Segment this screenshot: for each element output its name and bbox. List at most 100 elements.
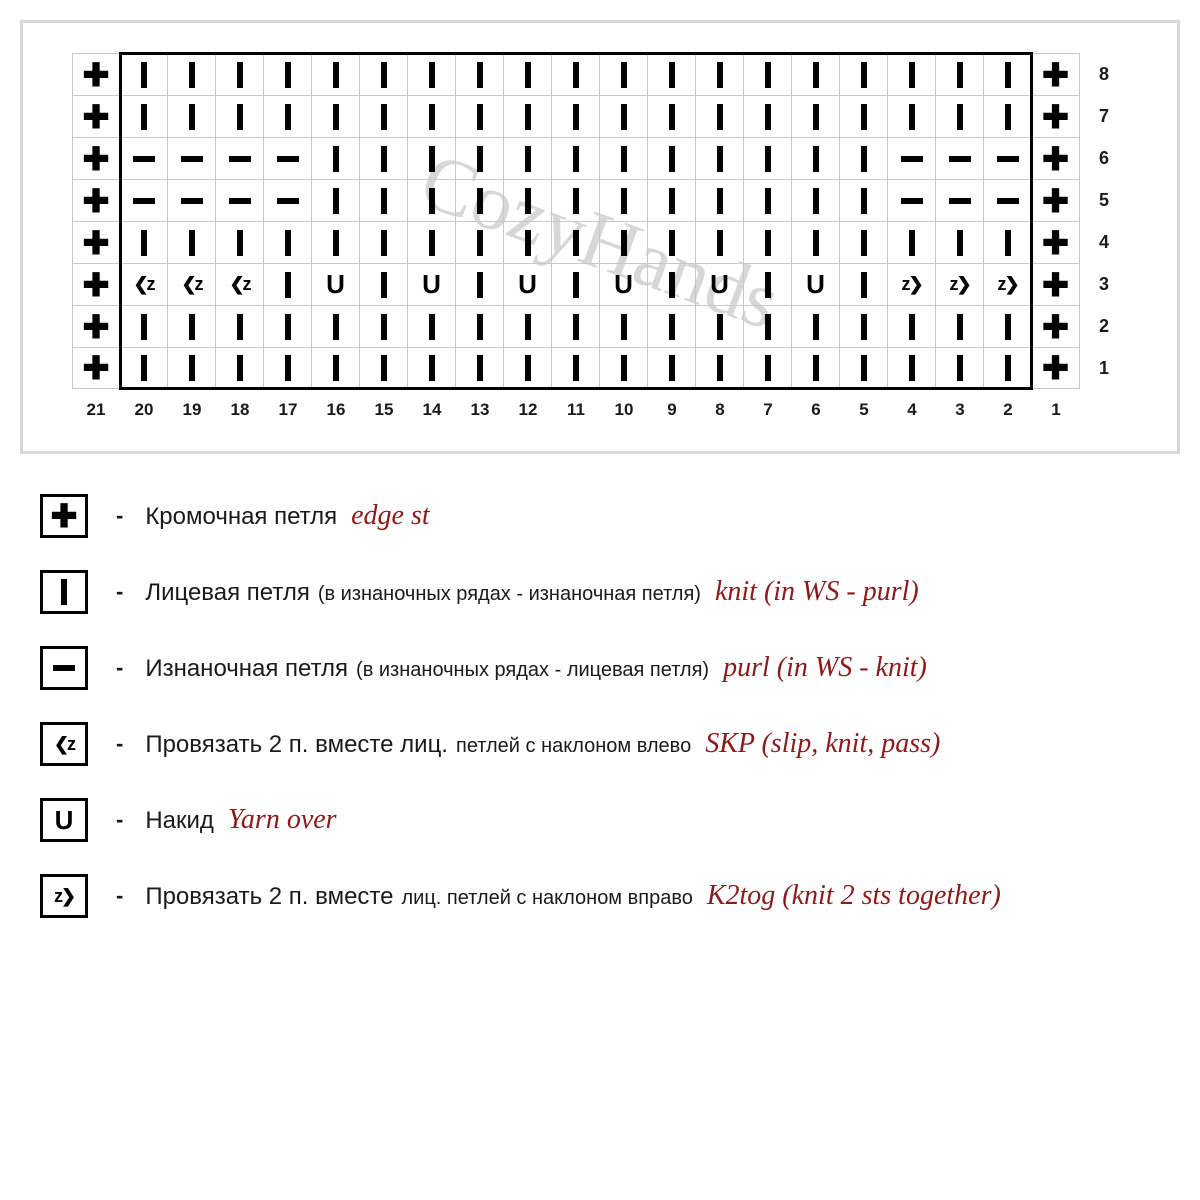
stitch-symbol: ᴢ❯ [888,264,935,305]
col-label: 10 [600,389,648,431]
chart-cell [216,95,264,137]
chart-cell: ✚ [1032,347,1080,389]
chart-cell: ✚ [72,347,120,389]
chart-cell [984,95,1032,137]
chart-cell [888,179,936,221]
stitch-symbol: U [408,264,455,305]
chart-cell [696,137,744,179]
chart-cell [312,53,360,95]
stitch-symbol [696,222,743,263]
stitch-symbol [840,264,887,305]
stitch-symbol [312,54,359,95]
stitch-symbol [216,180,263,221]
stitch-symbol [648,54,695,95]
chart-cell [648,179,696,221]
stitch-symbol [120,138,167,179]
legend-text: Лицевая петля(в изнаночных рядах - изнан… [145,576,918,608]
knitting-chart: ✚✚8✚✚7✚✚6✚✚5✚✚4✚❮ᴢ❮ᴢ❮ᴢUUUUUUᴢ❯ᴢ❯ᴢ❯✚3✚✚2✚… [72,53,1128,431]
stitch-symbol [168,180,215,221]
stitch-symbol [408,180,455,221]
chart-cell [840,347,888,389]
stitch-symbol [312,348,359,388]
chart-cell [360,263,408,305]
legend-text: НакидYarn over [145,804,336,836]
chart-cell [504,95,552,137]
stitch-symbol [456,348,503,388]
stitch-symbol [216,54,263,95]
col-label: 7 [744,389,792,431]
stitch-symbol [888,306,935,347]
chart-cell [840,221,888,263]
chart-cell [984,53,1032,95]
chart-cell [552,53,600,95]
col-label: 11 [552,389,600,431]
chart-cell: ❮ᴢ [216,263,264,305]
stitch-symbol: ✚ [1032,138,1079,179]
chart-cell [984,221,1032,263]
stitch-symbol [600,348,647,388]
chart-cell [792,137,840,179]
stitch-symbol [552,348,599,388]
chart-cell: ✚ [72,137,120,179]
stitch-symbol [600,222,647,263]
stitch-symbol [408,306,455,347]
stitch-symbol [984,222,1031,263]
stitch-symbol [216,348,263,388]
chart-cell [696,221,744,263]
stitch-symbol: ✚ [1032,180,1079,221]
chart-cell [408,53,456,95]
chart-cell [360,221,408,263]
chart-cell [936,179,984,221]
chart-cell [504,347,552,389]
legend-text: Изнаночная петля(в изнаночных рядах - ли… [145,652,927,684]
legend-symbol-box [40,646,88,690]
col-label: 2 [984,389,1032,431]
chart-cell [744,263,792,305]
stitch-symbol [696,180,743,221]
stitch-symbol [648,180,695,221]
legend-dash: - [116,579,123,605]
stitch-symbol [552,222,599,263]
stitch-symbol [456,54,503,95]
stitch-symbol [648,138,695,179]
stitch-symbol: ✚ [1032,306,1079,347]
chart-cell [360,179,408,221]
stitch-symbol: ᴢ❯ [984,264,1031,305]
col-label: 20 [120,389,168,431]
stitch-symbol [984,96,1031,137]
stitch-symbol [264,222,311,263]
chart-cell [120,305,168,347]
chart-cell [552,305,600,347]
chart-cell [216,347,264,389]
row-label: 1 [1080,347,1128,389]
chart-cell [120,95,168,137]
chart-cell [696,53,744,95]
stitch-symbol [168,138,215,179]
stitch-symbol [360,264,407,305]
stitch-symbol [312,96,359,137]
chart-cell [168,137,216,179]
stitch-symbol [984,306,1031,347]
legend-row: -Лицевая петля(в изнаночных рядах - изна… [40,570,1160,614]
stitch-symbol [600,180,647,221]
stitch-symbol [504,306,551,347]
stitch-symbol [408,54,455,95]
chart-cell [456,137,504,179]
row-label: 8 [1080,53,1128,95]
legend-ru-sub: петлей с наклоном влево [456,735,691,758]
legend-ru-main: Кромочная петля [145,503,337,531]
chart-cell: U [600,263,648,305]
stitch-symbol: U [312,264,359,305]
chart-cell [408,305,456,347]
stitch-symbol [360,138,407,179]
stitch-symbol [168,54,215,95]
chart-cell: ✚ [1032,137,1080,179]
legend-en: edge st [351,500,430,532]
stitch-symbol [936,348,983,388]
chart-cell [360,305,408,347]
col-label: 6 [792,389,840,431]
legend-symbol-box: ᴢ❯ [40,874,88,918]
chart-cell [552,263,600,305]
chart-cell [216,221,264,263]
chart-cell [888,305,936,347]
